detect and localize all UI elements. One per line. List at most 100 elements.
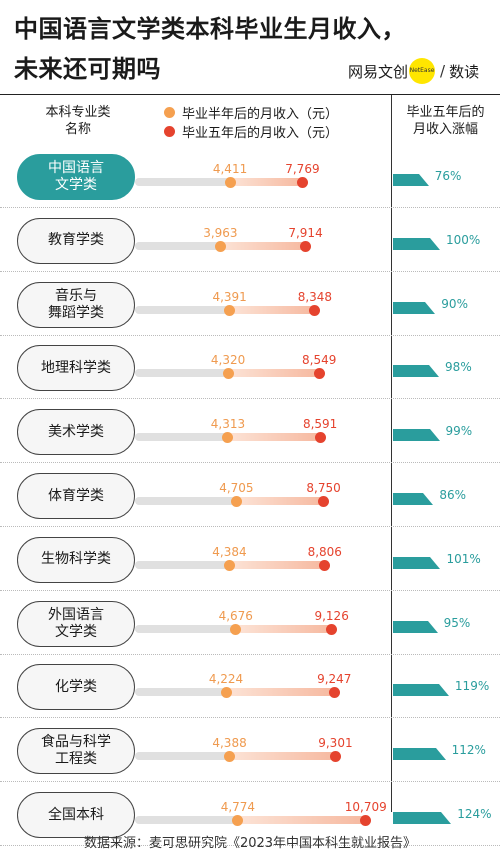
half-year-value-label: 4,391 xyxy=(212,289,247,304)
bar-growth-segment xyxy=(229,752,336,761)
five-year-point xyxy=(329,751,341,763)
title-line-2: 未来还可期吗 xyxy=(14,55,161,83)
half-year-value-label: 4,224 xyxy=(208,672,244,687)
five-year-value-label: 10,709 xyxy=(344,800,387,814)
bar-track xyxy=(135,816,238,824)
five-year-point xyxy=(326,623,338,635)
growth-value-label: 124% xyxy=(457,807,492,821)
growth-bar xyxy=(393,748,446,761)
growth-value-label: 99% xyxy=(445,424,473,439)
half-year-value-label: 4,705 xyxy=(219,481,254,495)
half-year-point xyxy=(220,687,232,699)
growth-value-label: 98% xyxy=(445,360,472,375)
growth-bar xyxy=(393,620,438,633)
five-year-value-label: 8,806 xyxy=(307,544,342,559)
row-divider xyxy=(0,207,500,208)
category-pill xyxy=(17,536,135,583)
legend-dot-red xyxy=(164,126,175,137)
half-year-point xyxy=(222,368,234,380)
bar-track xyxy=(135,305,230,314)
chart-row: 美术学类 4,313 8,591 99% xyxy=(0,399,500,464)
half-year-point xyxy=(224,177,236,188)
category-label: 外国语言 文学类 xyxy=(48,606,104,640)
chart-row: 体育学类 4,705 8,750 86% xyxy=(0,463,500,527)
half-year-point xyxy=(214,240,226,252)
category-label: 食品与科学 工程类 xyxy=(41,734,111,768)
growth-bar xyxy=(393,174,429,186)
five-year-value-label: 7,769 xyxy=(285,162,320,176)
five-year-value-label: 8,591 xyxy=(302,417,338,432)
legend-dot-orange xyxy=(164,107,175,118)
five-year-point xyxy=(309,304,321,316)
growth-bar xyxy=(393,301,436,314)
source-note: 数据来源：麦可思研究院《2023年中国本科生就业报告》 xyxy=(83,836,417,851)
bar-growth-segment xyxy=(237,816,366,824)
five-year-point xyxy=(318,496,330,507)
category-pill xyxy=(17,409,135,456)
brand-right: 数读 xyxy=(449,62,480,81)
bar-track xyxy=(135,369,229,378)
bar-track xyxy=(135,752,230,761)
bar-track xyxy=(135,560,230,569)
half-year-point xyxy=(222,432,234,444)
half-year-point xyxy=(224,304,236,316)
category-label: 中国语言 文学类 xyxy=(48,160,104,193)
category-pill xyxy=(17,728,135,775)
category-label: 化学类 xyxy=(55,678,97,695)
half-year-value-label: 4,388 xyxy=(212,736,247,751)
category-pill xyxy=(17,217,135,264)
bar-growth-segment xyxy=(228,369,320,378)
half-year-value-label: 4,676 xyxy=(218,608,253,623)
row-divider xyxy=(0,589,500,591)
bar-track xyxy=(135,433,228,442)
category-pill xyxy=(17,792,135,838)
half-year-value-label: 4,384 xyxy=(212,544,247,559)
category-label: 体育学类 xyxy=(48,487,104,504)
category-label: 美术学类 xyxy=(48,423,104,440)
legend-label-half-year: 毕业半年后的月收入（元） xyxy=(182,107,339,122)
five-year-point xyxy=(314,432,326,444)
row-divider xyxy=(0,653,500,655)
category-pill xyxy=(17,154,135,200)
five-year-point xyxy=(313,368,325,380)
half-year-point xyxy=(224,751,236,763)
growth-value-label: 119% xyxy=(454,679,490,694)
column-divider xyxy=(391,95,392,812)
growth-value-label: 90% xyxy=(441,296,468,311)
growth-bar xyxy=(393,365,440,378)
top-rule xyxy=(0,94,500,95)
brand-badge: NetEase xyxy=(409,58,436,84)
row-divider xyxy=(0,781,500,783)
growth-value-label: 112% xyxy=(451,743,486,758)
row-divider xyxy=(0,717,500,719)
chart-row: 外国语言 文学类 4,676 9,126 95% xyxy=(0,591,500,655)
row-divider xyxy=(0,270,500,272)
chart-row: 化学类 4,224 9,247 119% xyxy=(0,654,500,719)
bar-growth-segment xyxy=(235,624,332,633)
five-year-value-label: 7,914 xyxy=(288,225,323,240)
bar-growth-segment xyxy=(229,305,315,314)
row-divider xyxy=(0,334,500,336)
chart-row: 地理科学类 4,320 8,549 98% xyxy=(0,335,500,400)
row-divider xyxy=(0,462,500,464)
legend-label-five-year: 毕业五年后的月收入（元） xyxy=(182,126,339,141)
five-year-point xyxy=(319,559,331,571)
category-column-header: 本科专业类 名称 xyxy=(45,105,111,137)
half-year-value-label: 4,320 xyxy=(210,353,246,368)
category-pill xyxy=(17,473,135,519)
growth-column-header: 毕业五年后的 月收入涨幅 xyxy=(406,105,485,137)
five-year-value-label: 9,301 xyxy=(318,736,353,751)
category-label: 全国本科 xyxy=(48,806,104,823)
bar-track xyxy=(135,624,236,633)
growth-value-label: 100% xyxy=(446,232,481,247)
growth-bar xyxy=(393,429,439,442)
five-year-value-label: 8,549 xyxy=(302,353,337,368)
bar-growth-segment xyxy=(226,688,335,697)
growth-bar xyxy=(393,684,449,697)
growth-bar xyxy=(393,812,452,824)
category-pill xyxy=(17,664,135,711)
brand-separator: / xyxy=(440,62,446,80)
category-pill xyxy=(17,281,135,328)
bar-track xyxy=(135,497,237,505)
growth-value-label: 95% xyxy=(443,615,471,630)
